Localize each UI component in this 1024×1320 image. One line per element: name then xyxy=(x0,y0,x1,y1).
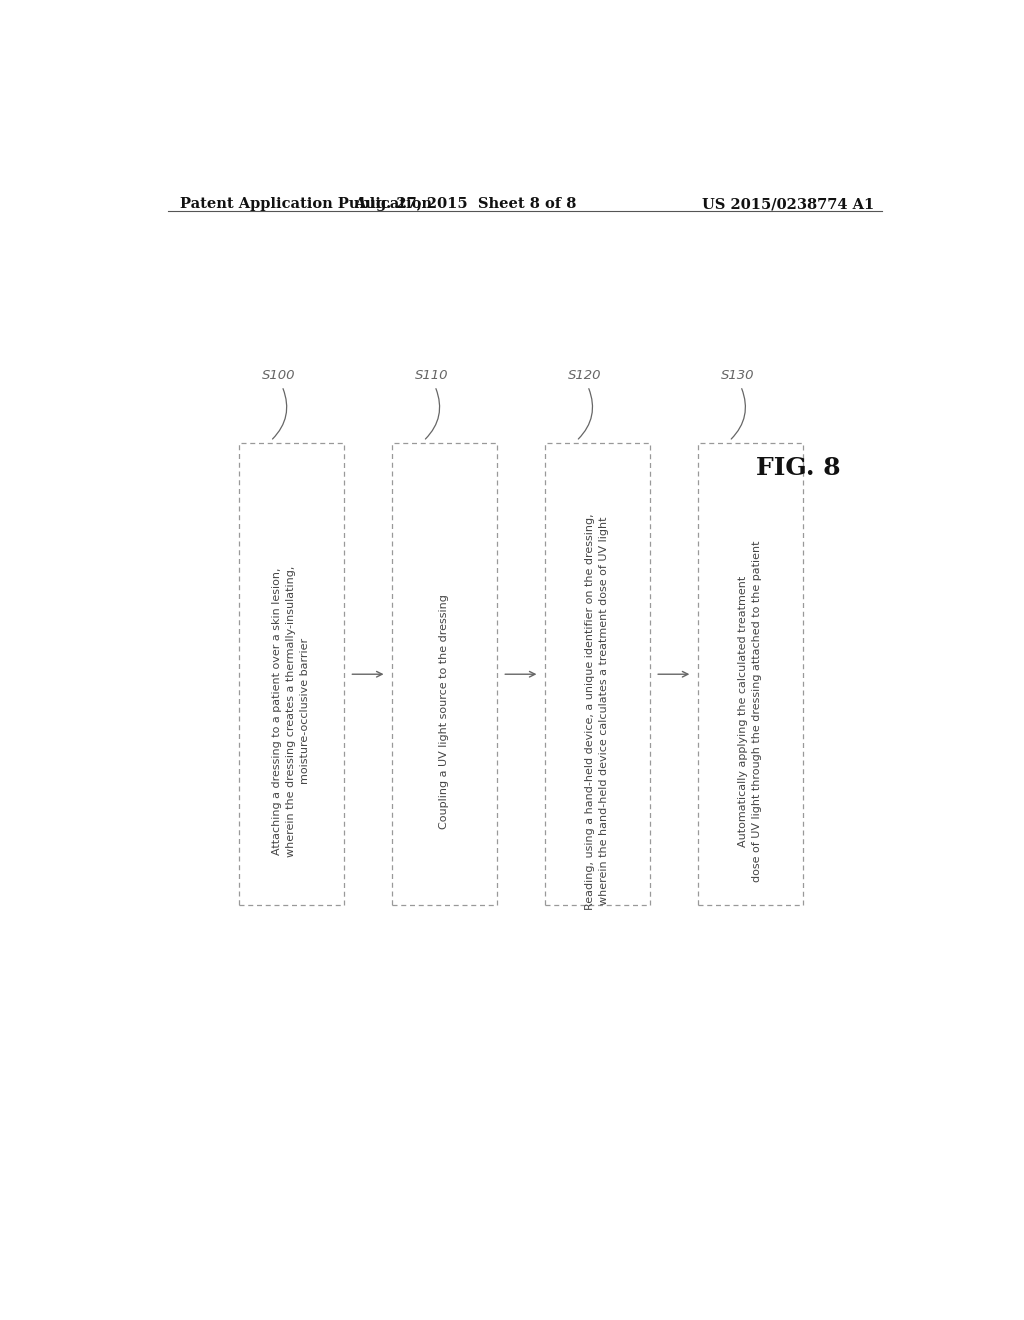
Text: Reading, using a hand-held device, a unique identifier on the dressing,
wherein : Reading, using a hand-held device, a uni… xyxy=(586,513,609,909)
Text: S100: S100 xyxy=(262,370,296,381)
Text: Coupling a UV light source to the dressing: Coupling a UV light source to the dressi… xyxy=(439,594,450,829)
Text: Aug. 27, 2015  Sheet 8 of 8: Aug. 27, 2015 Sheet 8 of 8 xyxy=(354,197,577,211)
Text: S110: S110 xyxy=(415,370,449,381)
Text: Automatically applying the calculated treatment
dose of UV light through the dre: Automatically applying the calculated tr… xyxy=(738,540,762,882)
Bar xyxy=(545,444,649,906)
Text: S120: S120 xyxy=(568,370,601,381)
Text: Patent Application Publication: Patent Application Publication xyxy=(179,197,431,211)
Text: Attaching a dressing to a patient over a skin lesion,
wherein the dressing creat: Attaching a dressing to a patient over a… xyxy=(272,565,310,857)
Text: S130: S130 xyxy=(721,370,755,381)
Text: FIG. 8: FIG. 8 xyxy=(757,457,841,480)
Text: US 2015/0238774 A1: US 2015/0238774 A1 xyxy=(701,197,873,211)
Bar xyxy=(392,444,497,906)
Bar xyxy=(240,444,344,906)
Bar xyxy=(697,444,803,906)
